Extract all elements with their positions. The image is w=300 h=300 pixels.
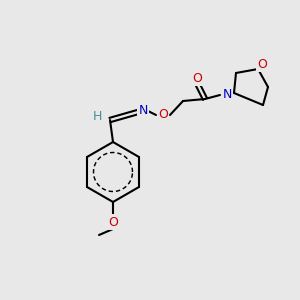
Text: N: N: [138, 103, 148, 116]
Text: O: O: [158, 109, 168, 122]
Text: O: O: [108, 215, 118, 229]
Text: O: O: [257, 58, 267, 70]
Text: O: O: [192, 71, 202, 85]
Text: H: H: [92, 110, 102, 124]
Text: N: N: [222, 88, 232, 101]
